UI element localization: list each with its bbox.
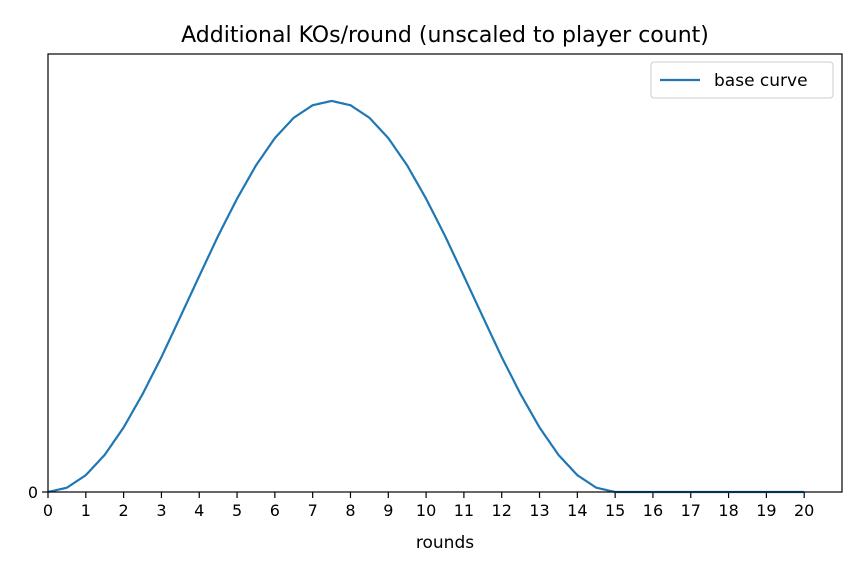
x-tick-label: 5 [232, 501, 242, 520]
legend-box [650, 61, 834, 99]
x-tick-label: 20 [794, 501, 814, 520]
x-tick-label: 12 [492, 501, 512, 520]
x-tick-label: 8 [345, 501, 355, 520]
chart-title: Additional KOs/round (unscaled to player… [181, 23, 709, 48]
x-tick-label: 0 [43, 501, 53, 520]
x-tick-label: 10 [416, 501, 436, 520]
legend-label-base-curve: base curve [714, 71, 808, 91]
x-tick-label: 11 [454, 501, 474, 520]
x-tick-label: 19 [756, 501, 776, 520]
x-tick-label: 18 [718, 501, 738, 520]
y-axis-ticks: 0 [28, 483, 48, 502]
x-tick-label: 13 [529, 501, 549, 520]
x-axis-label: rounds [416, 533, 474, 553]
legend: base curve [650, 61, 834, 99]
x-tick-label: 2 [119, 501, 129, 520]
x-tick-label: 6 [270, 501, 280, 520]
y-tick-label: 0 [28, 483, 38, 502]
x-tick-label: 7 [308, 501, 318, 520]
x-tick-label: 14 [567, 501, 587, 520]
x-tick-label: 16 [643, 501, 663, 520]
x-tick-label: 1 [81, 501, 91, 520]
plot-frame [47, 53, 843, 493]
x-tick-label: 4 [194, 501, 204, 520]
plot-area [48, 54, 842, 492]
x-tick-label: 15 [605, 501, 625, 520]
x-axis-ticks: 0 1 2 3 4 5 6 7 8 9 10 11 12 13 14 15 16 17 18 19 20 [43, 492, 814, 520]
x-tick-label: 17 [681, 501, 701, 520]
x-tick-label: 9 [383, 501, 393, 520]
x-tick-label: 3 [156, 501, 166, 520]
